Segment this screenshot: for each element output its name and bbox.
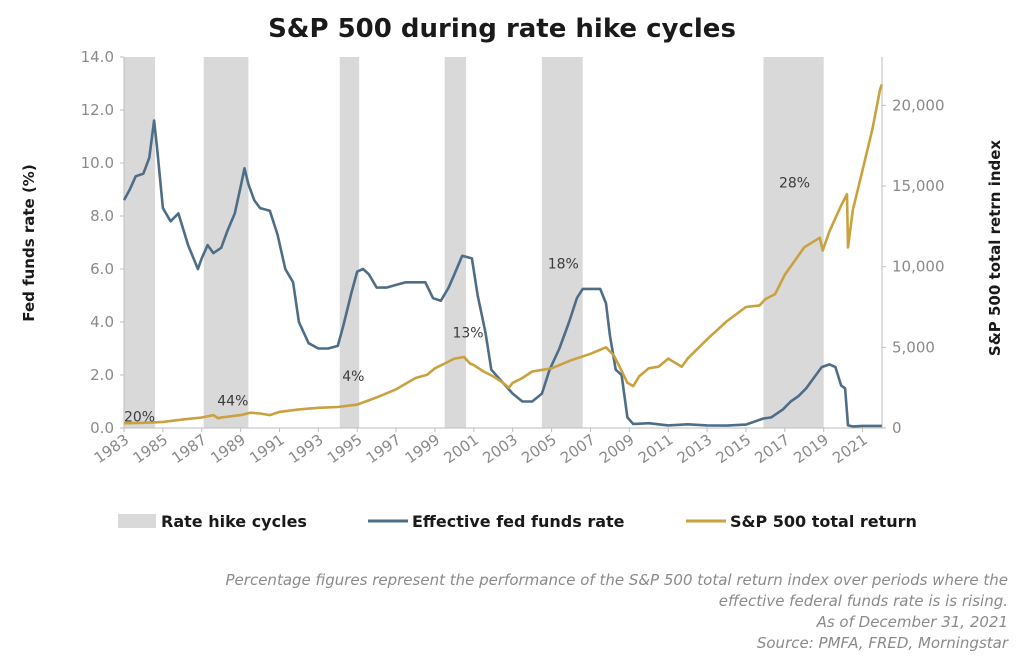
hike-cycle-band-1: [124, 57, 156, 428]
left-tick-label: 14.0: [81, 48, 114, 66]
left-axis-ticks: 0.0 2.0 4.0 6.0 8.0 10.0 12.0 14.0: [81, 48, 124, 437]
left-tick-label: 10.0: [81, 154, 114, 172]
rate-hike-shades: [124, 57, 824, 428]
x-tick-label: 1991: [246, 431, 288, 468]
cycle-annotations: 20% 44% 4% 13% 18% 28%: [124, 176, 810, 426]
chart-title: S&P 500 during rate hike cycles: [268, 14, 736, 44]
right-tick-label: 5,000: [892, 338, 935, 356]
right-axis-ticks: 0 5,000 10,000 15,000 20,000: [882, 96, 945, 437]
hike-cycle-band-5: [541, 57, 583, 428]
cycle-return-label-3: 4%: [342, 369, 364, 385]
left-axis-label: Fed funds rate (%): [20, 164, 38, 321]
x-tick-label: 2015: [713, 431, 755, 468]
cycle-return-label-6: 28%: [779, 176, 810, 192]
x-tick-label: 2017: [752, 431, 794, 468]
x-tick-label: 1989: [207, 431, 249, 468]
right-tick-label: 15,000: [892, 177, 945, 195]
x-tick-label: 2007: [557, 431, 599, 468]
axes: [123, 57, 883, 429]
hike-cycle-band-3: [339, 57, 360, 428]
x-tick-label: 2009: [596, 431, 638, 468]
cycle-return-label-5: 18%: [548, 256, 579, 272]
left-tick-label: 4.0: [90, 313, 114, 331]
legend: Rate hike cycles Effective fed funds rat…: [118, 512, 917, 531]
left-tick-label: 2.0: [90, 366, 114, 384]
x-tick-label: 2013: [674, 431, 716, 468]
x-tick-label: 1987: [168, 431, 210, 468]
right-tick-label: 20,000: [892, 96, 945, 114]
left-tick-label: 8.0: [90, 207, 114, 225]
left-tick-label: 0.0: [90, 419, 114, 437]
x-tick-label: 1985: [130, 431, 172, 468]
left-tick-label: 12.0: [81, 101, 114, 119]
x-tick-label: 2003: [479, 431, 521, 468]
right-tick-label: 0: [892, 419, 902, 437]
hike-cycle-band-6: [763, 57, 824, 428]
series-lines: [122, 83, 884, 428]
cycle-return-label-4: 13%: [452, 326, 483, 342]
x-tick-label: 2005: [518, 431, 560, 468]
hike-cycle-band-2: [203, 57, 249, 428]
right-tick-label: 10,000: [892, 258, 945, 276]
x-tick-label: 1997: [363, 431, 405, 468]
fed-funds-rate-line: [122, 119, 882, 428]
hike-cycle-band-4: [444, 57, 467, 428]
footnote-line-3: As of December 31, 2021: [816, 613, 1008, 631]
legend-label-fed-rate: Effective fed funds rate: [412, 512, 625, 531]
x-tick-label: 1999: [402, 431, 444, 468]
left-tick-label: 6.0: [90, 260, 114, 278]
x-tick-label: 1993: [285, 431, 327, 468]
footnote-line-4: Source: PMFA, FRED, Morningstar: [756, 634, 1008, 652]
x-tick-label: 2001: [441, 431, 483, 468]
x-tick-label: 2021: [829, 431, 871, 468]
x-axis-ticks: 1983198519871989199119931995199719992001…: [91, 428, 871, 467]
legend-label-sp500: S&P 500 total return: [730, 512, 917, 531]
x-tick-label: 2011: [635, 431, 677, 468]
footnote-line-2: effective federal funds rate is is risin…: [718, 592, 1008, 610]
legend-swatch-hike-cycles: [118, 514, 156, 528]
sp500-total-return-line: [123, 83, 884, 425]
cycle-return-label-1: 20%: [124, 410, 155, 426]
footnote: Percentage figures represent the perform…: [108, 570, 1008, 654]
legend-label-hike-cycles: Rate hike cycles: [161, 512, 307, 531]
x-tick-label: 1995: [324, 431, 366, 468]
x-tick-label: 2019: [790, 431, 832, 468]
right-axis-label: S&P 500 total retrn index: [986, 140, 1004, 357]
cycle-return-label-2: 44%: [217, 393, 248, 409]
footnote-line-1: Percentage figures represent the perform…: [225, 571, 1008, 589]
